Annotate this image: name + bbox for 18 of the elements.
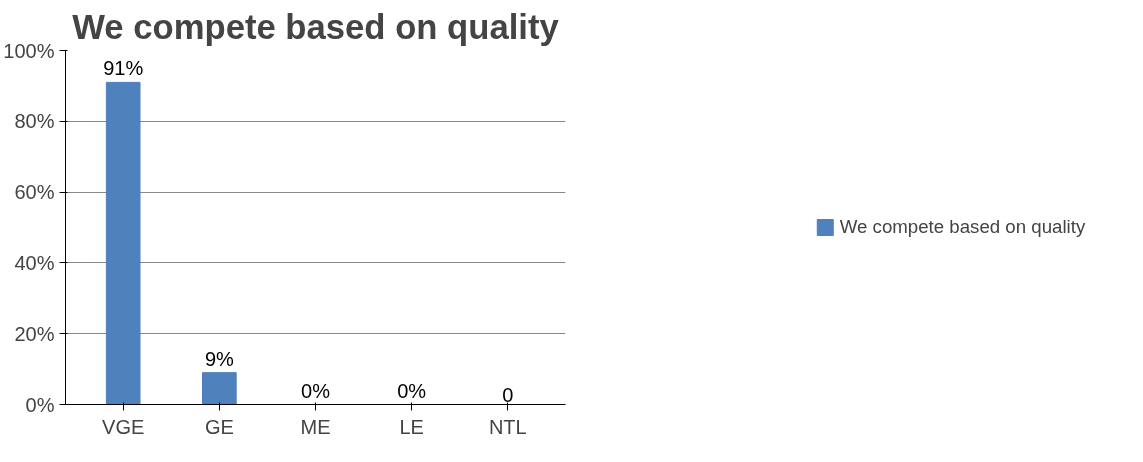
x-tick-label: LE (399, 415, 424, 438)
data-label: 9% (204, 347, 235, 370)
legend-label: We compete based on quality (839, 216, 1086, 238)
x-tick-label: ME (300, 415, 331, 438)
x-tick-label: VGE (102, 415, 145, 438)
y-tick-label: 100% (3, 39, 55, 62)
y-tick-label: 60% (14, 181, 55, 204)
chart-title: We compete based on quality (72, 7, 560, 46)
y-tick-label: 40% (14, 251, 55, 274)
data-label: 0% (301, 379, 331, 402)
y-tick-label: 80% (14, 110, 55, 133)
x-tick-label: GE (204, 415, 234, 438)
data-label: 91% (103, 57, 144, 80)
data-label: 0 (502, 383, 514, 406)
y-tick-label: 20% (14, 322, 55, 345)
x-tick-label: NTL (488, 415, 527, 438)
data-label: 0% (397, 379, 427, 402)
y-tick-label: 0% (25, 393, 55, 416)
